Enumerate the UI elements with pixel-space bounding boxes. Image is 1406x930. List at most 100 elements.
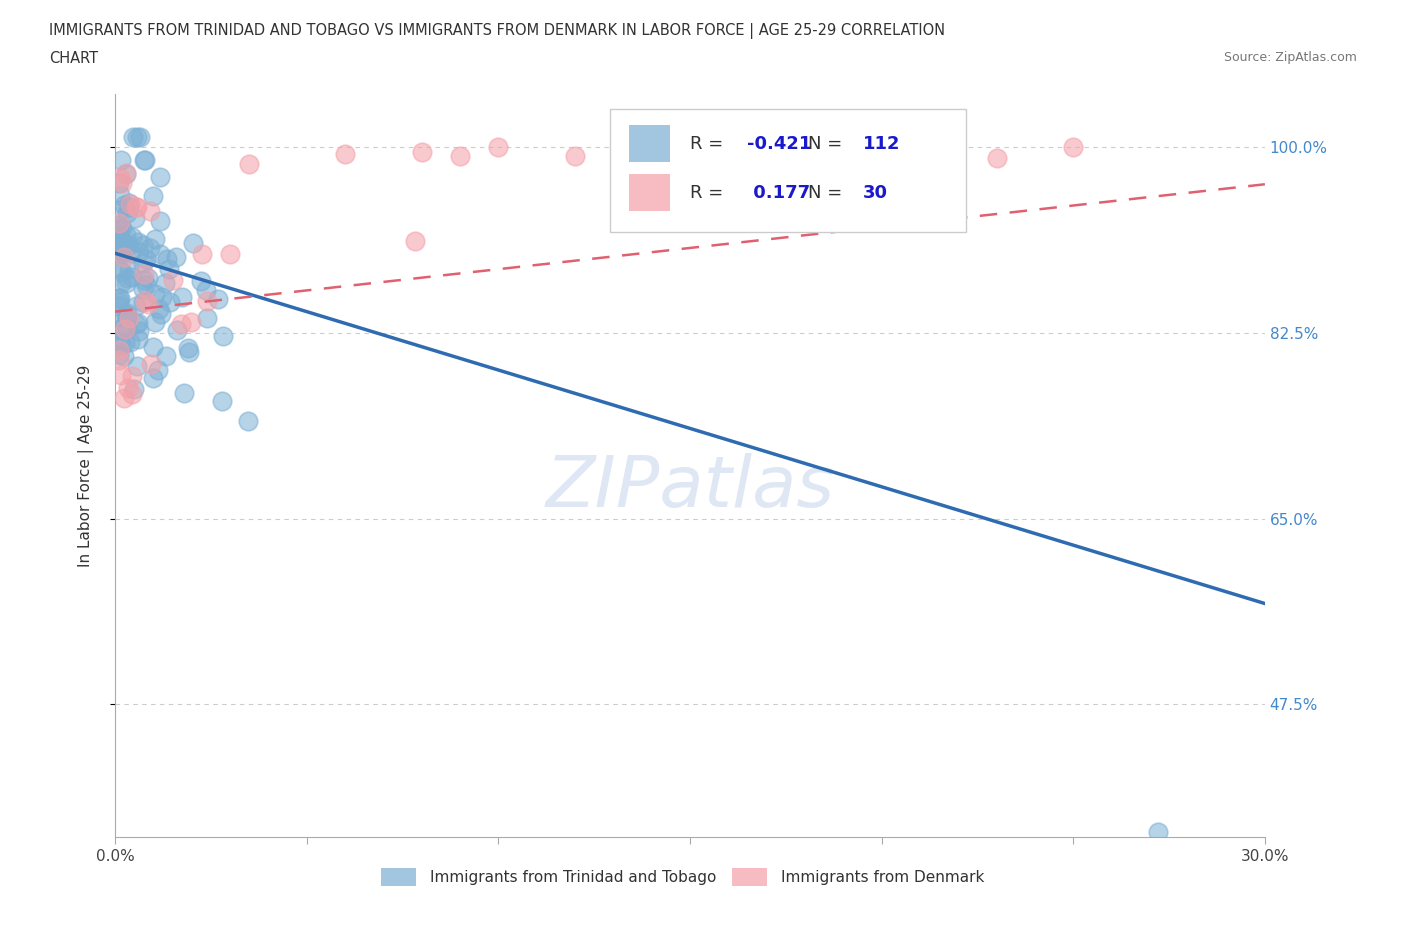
Point <box>134 153 156 167</box>
Point <box>135 251 157 266</box>
Point <box>115 166 138 181</box>
Point <box>197 311 219 325</box>
Point <box>108 229 131 244</box>
Point <box>129 129 152 144</box>
Point <box>115 306 138 321</box>
FancyBboxPatch shape <box>610 109 966 232</box>
Point <box>110 188 132 203</box>
Point <box>449 149 471 164</box>
Point <box>122 129 145 144</box>
Point <box>132 238 155 253</box>
Point <box>108 228 131 243</box>
Point <box>755 143 778 158</box>
Point <box>108 176 131 191</box>
Point <box>127 235 149 250</box>
Point <box>110 275 132 290</box>
Point <box>112 349 135 364</box>
Point <box>908 140 931 155</box>
Point <box>1062 140 1084 154</box>
Text: IMMIGRANTS FROM TRINIDAD AND TOBAGO VS IMMIGRANTS FROM DENMARK IN LABOR FORCE | : IMMIGRANTS FROM TRINIDAD AND TOBAGO VS I… <box>49 23 945 39</box>
Point <box>117 237 139 252</box>
Point <box>125 359 148 374</box>
Point <box>112 240 135 255</box>
Point <box>142 340 165 355</box>
Point <box>190 273 212 288</box>
Text: -0.421: -0.421 <box>748 135 811 153</box>
Point <box>110 171 132 186</box>
Point <box>142 371 165 386</box>
Point <box>111 220 134 235</box>
Point <box>121 270 143 285</box>
Point <box>153 276 176 291</box>
FancyBboxPatch shape <box>628 174 671 211</box>
Point <box>405 234 427 249</box>
Point <box>207 292 229 307</box>
Point <box>148 362 170 377</box>
Point <box>108 322 131 337</box>
Text: R =: R = <box>690 135 728 153</box>
Point <box>640 146 662 161</box>
Point <box>108 291 131 306</box>
Text: Source: ZipAtlas.com: Source: ZipAtlas.com <box>1223 51 1357 64</box>
Point <box>211 328 233 343</box>
Point <box>108 294 131 309</box>
Point <box>108 261 131 276</box>
Point <box>108 348 131 363</box>
Point <box>110 338 132 352</box>
Point <box>108 342 131 357</box>
Point <box>1146 824 1168 839</box>
Point <box>108 241 131 256</box>
Point <box>197 293 219 308</box>
Point <box>108 202 131 217</box>
Point <box>108 218 131 232</box>
Point <box>117 271 139 286</box>
Point <box>112 198 135 213</box>
Point <box>173 386 195 401</box>
Point <box>219 247 242 262</box>
Point <box>156 251 179 266</box>
Point <box>118 196 141 211</box>
Point <box>165 249 187 264</box>
Point <box>110 242 132 257</box>
Point <box>134 294 156 309</box>
Point <box>115 166 138 180</box>
Point <box>986 151 1008 166</box>
Point <box>135 277 157 292</box>
Point <box>120 246 142 260</box>
Point <box>145 314 167 329</box>
Point <box>108 246 131 261</box>
Point <box>108 352 131 367</box>
Point <box>117 380 139 395</box>
Point <box>108 309 131 324</box>
Point <box>181 235 204 250</box>
Point <box>125 199 148 214</box>
Point <box>149 169 172 184</box>
Point <box>564 148 586 163</box>
Point <box>115 321 138 336</box>
Point <box>134 153 156 167</box>
Point <box>108 215 131 230</box>
Point <box>132 272 155 287</box>
Point <box>115 206 138 220</box>
Point <box>180 314 202 329</box>
Point <box>108 221 131 236</box>
Point <box>114 237 136 252</box>
Point <box>411 145 433 160</box>
Point <box>236 414 259 429</box>
Text: CHART: CHART <box>49 51 98 66</box>
Point <box>108 237 131 252</box>
Point <box>111 265 134 280</box>
Point <box>114 237 136 252</box>
Point <box>132 256 155 271</box>
Text: ZIPatlas: ZIPatlas <box>546 453 835 523</box>
Text: R =: R = <box>690 184 728 202</box>
Text: N =: N = <box>808 135 848 153</box>
Point <box>111 246 134 261</box>
Point <box>131 282 153 297</box>
Point <box>128 245 150 259</box>
Point <box>238 156 260 171</box>
Point <box>124 210 146 225</box>
Point <box>111 176 134 191</box>
Point <box>170 289 193 304</box>
Point <box>150 289 173 304</box>
